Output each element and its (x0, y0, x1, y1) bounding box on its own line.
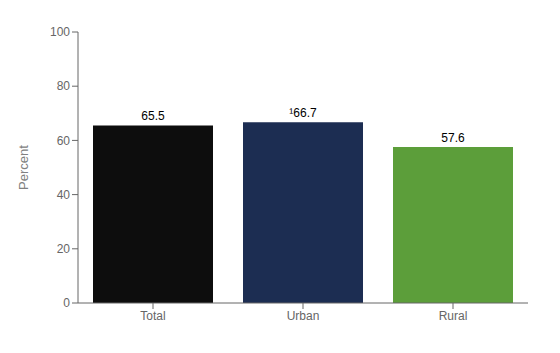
svg-text:Total: Total (140, 309, 165, 323)
svg-text:57.6: 57.6 (441, 131, 465, 145)
svg-text:Percent: Percent (16, 145, 31, 190)
svg-text:65.5: 65.5 (141, 109, 165, 123)
svg-text:Rural: Rural (439, 309, 468, 323)
svg-text:0: 0 (63, 296, 70, 310)
svg-text:80: 80 (57, 79, 71, 93)
svg-text:Urban: Urban (287, 309, 320, 323)
svg-text:40: 40 (57, 188, 71, 202)
svg-text:20: 20 (57, 242, 71, 256)
svg-text:100: 100 (50, 25, 70, 39)
svg-text:¹66.7: ¹66.7 (289, 106, 317, 120)
svg-text:60: 60 (57, 134, 71, 148)
